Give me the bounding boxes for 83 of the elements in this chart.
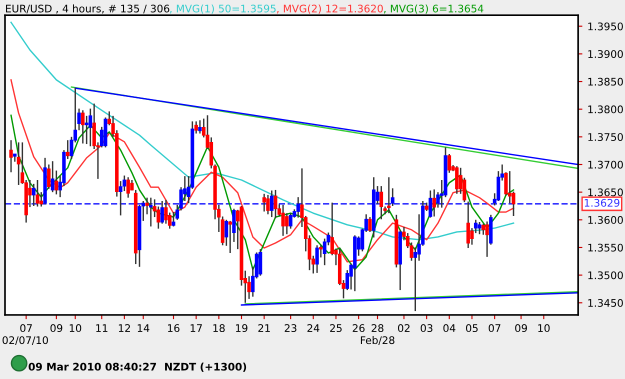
candlestick bbox=[448, 153, 452, 174]
candlestick bbox=[281, 204, 285, 237]
candlestick bbox=[16, 142, 20, 186]
candlestick bbox=[266, 194, 270, 215]
text: Feb/28 bbox=[360, 336, 394, 345]
candlestick bbox=[172, 211, 176, 228]
candlestick bbox=[482, 222, 486, 236]
candlestick bbox=[380, 185, 384, 220]
candlestick bbox=[9, 139, 13, 173]
y-tick-label: 1.3600 bbox=[588, 216, 623, 224]
y-tick-label: 1.3700 bbox=[588, 160, 623, 169]
x-tick-label: 10 bbox=[538, 324, 550, 332]
candlestick bbox=[88, 108, 92, 147]
x-tick-label: 23 bbox=[284, 324, 296, 332]
y-tick-label: 1.3750 bbox=[588, 133, 623, 141]
candlestick bbox=[47, 164, 51, 190]
x-tick-label: 11 bbox=[96, 324, 108, 332]
candlestick bbox=[228, 220, 232, 254]
text: , MVG(3) 6=1.3654 bbox=[384, 4, 484, 14]
candlestick bbox=[455, 165, 459, 195]
chart-title: EUR/USD , 4 hours, # 135 / 306 bbox=[6, 4, 170, 14]
x-tick-label: 24 bbox=[307, 324, 320, 332]
x-tick-label: 18 bbox=[213, 324, 225, 332]
candlestick bbox=[66, 139, 70, 160]
y-tick-label: 1.3800 bbox=[588, 105, 623, 114]
candlestick bbox=[50, 160, 54, 193]
x-tick-label: 02 bbox=[398, 324, 410, 332]
y-tick-label: 1.3950 bbox=[588, 22, 623, 30]
candlestick bbox=[84, 115, 88, 145]
candlestick bbox=[126, 176, 130, 198]
y-tick-label: 1.3550 bbox=[588, 244, 623, 252]
x-tick-label: 10 bbox=[70, 324, 82, 332]
x-tick-label: 03 bbox=[420, 324, 432, 332]
x-tick-label: 07 bbox=[488, 324, 500, 332]
x-tick-label: 05 bbox=[466, 324, 478, 332]
candlestick bbox=[36, 179, 40, 208]
x-tick-label: 21 bbox=[258, 324, 270, 332]
candlestick bbox=[262, 193, 266, 212]
text: 09 Mar 2010 08:40:27 NZDT (+1300) bbox=[28, 362, 246, 372]
text: , MVG(2) 12=1.3620 bbox=[277, 4, 383, 14]
candlestick bbox=[368, 216, 372, 233]
candlestick bbox=[485, 220, 489, 258]
y-tick-label: 1.3500 bbox=[588, 271, 623, 280]
y-tick-label: 1.3650 bbox=[588, 188, 623, 196]
candlestick bbox=[478, 221, 482, 235]
line-series bbox=[10, 114, 514, 270]
y-tick-label: 1.3900 bbox=[588, 50, 623, 58]
candlestick bbox=[432, 188, 436, 218]
x-tick-label: 09 bbox=[50, 324, 62, 332]
candlestick bbox=[198, 120, 202, 134]
x-tick-label: 28 bbox=[372, 324, 384, 332]
candlestick bbox=[164, 199, 168, 224]
x-tick-label: 19 bbox=[236, 324, 248, 332]
candlestick bbox=[81, 110, 85, 144]
candlestick bbox=[315, 244, 319, 274]
x-tick-label: 12 bbox=[118, 324, 130, 332]
candlestick bbox=[258, 248, 262, 276]
candlestick bbox=[508, 170, 512, 204]
candlestick bbox=[285, 212, 289, 235]
candlestick bbox=[54, 170, 58, 196]
candlestick bbox=[428, 190, 432, 218]
x-tick-label: 09 bbox=[515, 324, 527, 332]
candlestick bbox=[387, 176, 391, 214]
line-series bbox=[10, 79, 514, 263]
candlestick bbox=[270, 190, 274, 218]
x-tick-label: 26 bbox=[352, 324, 365, 332]
x-tick-label: 16 bbox=[168, 324, 180, 332]
x-tick-label: 14 bbox=[138, 324, 150, 332]
x-tick-label: 07 bbox=[20, 324, 32, 332]
ref-line-label: 1.3629 bbox=[584, 198, 620, 207]
candlestick bbox=[32, 183, 36, 207]
y-tick-label: 1.3450 bbox=[588, 299, 623, 307]
line-series bbox=[10, 22, 514, 240]
candlestick bbox=[149, 196, 153, 228]
text: , MVG(1) 50=1.3595 bbox=[170, 4, 276, 14]
x-tick-label: 25 bbox=[330, 324, 342, 332]
x-tick-label: 04 bbox=[443, 324, 456, 332]
candlestick bbox=[160, 200, 164, 224]
y-tick-label: 1.3850 bbox=[588, 78, 623, 86]
text: 02/07/10 bbox=[2, 336, 48, 345]
x-tick-label: 17 bbox=[190, 324, 202, 332]
candlestick bbox=[466, 200, 470, 249]
candlestick bbox=[274, 189, 278, 219]
